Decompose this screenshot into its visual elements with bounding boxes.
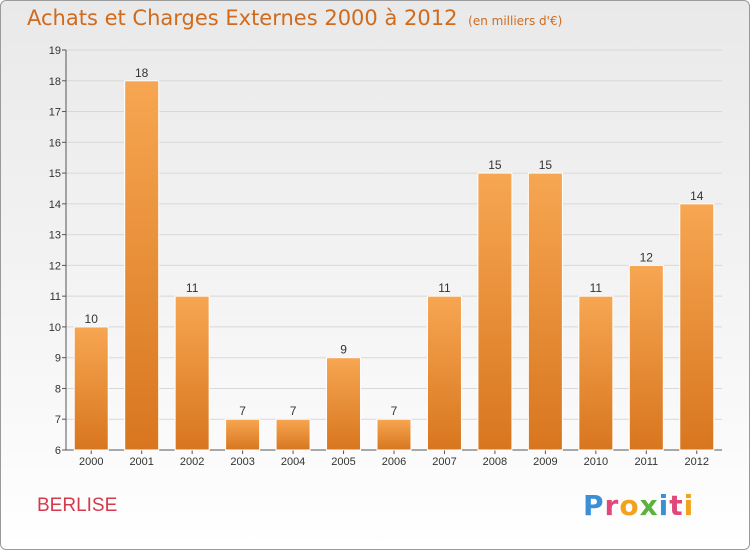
bar-2007 [426,295,462,451]
y-tick-label: 16 [49,137,61,149]
y-tick-label: 8 [55,383,61,395]
y-tick-label: 18 [49,76,61,88]
x-tick-label-2009: 2009 [533,456,557,468]
value-label-2005: 9 [340,343,347,357]
value-label-2010: 11 [590,281,603,295]
value-label-2002: 11 [186,281,199,295]
bar-2009 [527,172,563,451]
y-tick-label: 14 [49,199,61,211]
x-tick-label-2004: 2004 [281,456,305,468]
bar-2000 [73,326,109,451]
bar-2004 [275,418,311,451]
x-tick-label-2003: 2003 [230,456,254,468]
axes [62,49,722,454]
value-label-2006: 7 [391,404,398,418]
bar-2005 [326,357,362,451]
city-name: BERLISE [37,495,118,516]
y-tick-label: 13 [49,230,61,242]
y-tick-label: 12 [49,260,61,272]
grid-lines [66,49,722,451]
y-tick-label: 17 [49,107,61,119]
bar-2012 [679,203,715,451]
bar-2003 [225,418,261,451]
value-label-2011: 12 [640,250,654,264]
x-tick-label-2007: 2007 [432,456,456,468]
x-tick-label-2000: 2000 [79,456,103,468]
y-tick-label: 11 [50,291,61,303]
value-label-2007: 11 [438,281,451,295]
value-label-2009: 15 [539,158,553,172]
y-tick-label: 15 [49,168,61,180]
x-tick-label-2002: 2002 [180,456,204,468]
value-label-2003: 7 [239,404,246,418]
value-label-2008: 15 [488,158,502,172]
x-tick-label-2008: 2008 [483,456,507,468]
chart-subtitle: (en milliers d'€) [468,14,563,28]
value-label-2004: 7 [290,404,297,418]
x-tick-label-2005: 2005 [331,456,355,468]
x-tick-label-2012: 2012 [685,456,709,468]
value-label-2012: 14 [690,189,704,203]
bar-2006 [376,418,412,451]
x-tick-label-2010: 2010 [584,456,608,468]
value-label-2001: 18 [135,66,149,80]
value-label-2000: 10 [85,312,99,326]
bar-2008 [477,172,513,451]
bar-2001 [124,80,160,451]
x-tick-label-2011: 2011 [634,456,658,468]
chart-title: Achats et Charges Externes 2000 à 2012 (… [27,6,562,30]
y-tick-label: 10 [49,322,61,334]
y-tick-label: 6 [55,445,61,457]
y-tick-label: 19 [49,45,61,57]
x-tick-label-2001: 2001 [129,456,153,468]
brand-logo: Proxiti [583,489,695,522]
bars [73,80,715,451]
bar-2002 [174,295,210,451]
x-tick-label-2006: 2006 [382,456,406,468]
y-tick-label: 9 [55,353,61,365]
chart-title-text: Achats et Charges Externes 2000 à 2012 [27,6,458,30]
bar-2010 [578,295,614,451]
labels: 6 7 8 9 10 11 12 13 14 15 16 17 18 19 10 2000 18 2001 11 20… [49,45,709,468]
bar-2011 [628,264,664,451]
y-tick-label: 7 [55,414,61,426]
